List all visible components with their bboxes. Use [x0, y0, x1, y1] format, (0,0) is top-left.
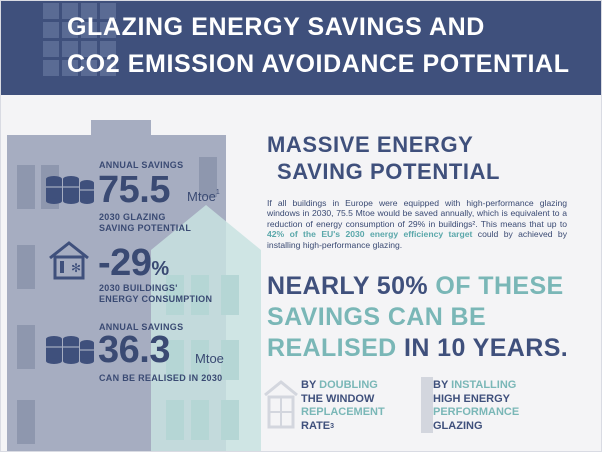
- building-illustration: [7, 120, 261, 451]
- installing-glazing-text: By installing high energy performance gl…: [433, 379, 520, 432]
- doubling-rate-text: By doubling the window replacement rate3: [301, 379, 385, 432]
- paragraph-highlight: 42% of the EU's 2030 energy efficiency t…: [267, 229, 473, 240]
- stat2-label-1: 2030 buildings': [99, 283, 178, 293]
- stat2-label-2: energy consumption: [99, 294, 213, 304]
- vertical-divider: [421, 377, 433, 433]
- oil-barrels-icon-2: [46, 336, 94, 364]
- heading-line1: Massive energy: [267, 132, 474, 157]
- stat3-value: 36.3: [98, 329, 170, 371]
- massive-savings-heading: Massive energy saving potential: [267, 131, 500, 185]
- oil-barrels-icon: [46, 176, 94, 204]
- savings-paragraph: If all buildings in Europe were equipped…: [267, 198, 567, 250]
- nearly-50-heading: Nearly 50% of these savings can be reali…: [267, 272, 569, 362]
- stat1-label-bottom-1: 2030 glazing: [99, 212, 166, 222]
- header-title-line2: CO2 emission avoidance potential: [67, 50, 570, 78]
- stat1-footnote: 1: [215, 189, 220, 196]
- window-panel-graphic: [43, 3, 116, 76]
- window-replacement-icon: [264, 380, 298, 429]
- stat1-label-top: Annual savings: [99, 160, 184, 170]
- house-temperature-icon: ✻: [49, 241, 89, 280]
- heading-line2: saving potential: [277, 159, 501, 184]
- svg-text:✻: ✻: [71, 261, 81, 275]
- header-title-line1: Glazing energy savings and: [67, 13, 485, 41]
- stat3-label-bottom: can be realised in 2030: [99, 373, 223, 383]
- stat2-value: -29%: [98, 242, 169, 284]
- nearly-line2: savings can be: [267, 303, 487, 331]
- header-banner: Glazing energy savings and CO2 emission …: [1, 1, 601, 95]
- stat3-label-top: Annual savings: [99, 322, 184, 332]
- stat1-label-bottom-2: saving potential: [99, 223, 192, 233]
- stat1-unit: Mtoe1: [187, 189, 220, 204]
- stat1-value: 75.5: [98, 169, 170, 211]
- stat3-unit: Mtoe: [195, 351, 224, 366]
